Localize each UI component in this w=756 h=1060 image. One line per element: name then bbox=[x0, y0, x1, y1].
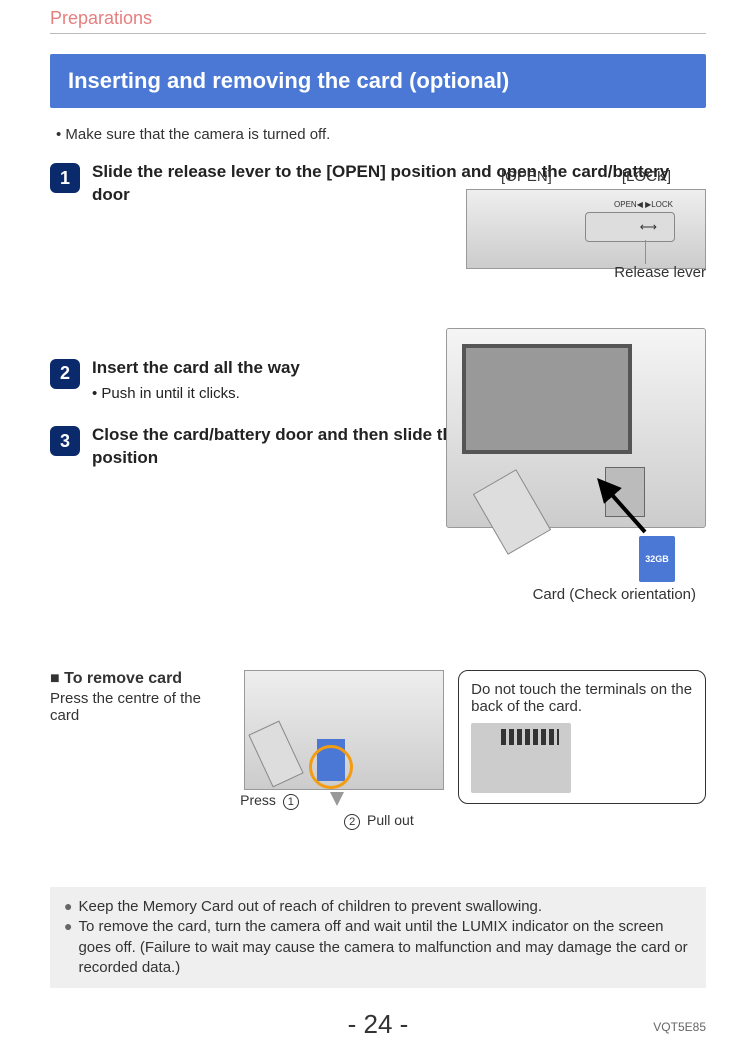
pull-label: 2 Pull out bbox=[344, 812, 414, 830]
battery-door bbox=[473, 469, 551, 555]
highlight-circle-icon bbox=[309, 745, 353, 789]
figure-2-camera: 32GB bbox=[446, 328, 706, 528]
card-caption: Card (Check orientation) bbox=[533, 586, 696, 603]
terminal-note-box: Do not touch the terminals on the back o… bbox=[458, 670, 706, 804]
remove-body: Press the centre of the card bbox=[50, 690, 230, 724]
card-slot bbox=[605, 467, 645, 517]
document-code: VQT5E85 bbox=[653, 1020, 706, 1034]
pull-text: Pull out bbox=[367, 812, 414, 828]
figure-3-wrap: Press 1 2 Pull out bbox=[244, 670, 444, 790]
open-label: [OPEN] bbox=[501, 168, 552, 185]
card-back-illustration bbox=[471, 723, 571, 793]
card-terminals-icon bbox=[501, 729, 559, 745]
pull-number-icon: 2 bbox=[344, 814, 360, 830]
switch-arrow-icon: ⟷ bbox=[640, 220, 657, 234]
press-label: Press 1 bbox=[240, 792, 299, 810]
lock-label: [LOCK] bbox=[622, 168, 671, 185]
remove-heading: To remove card bbox=[50, 670, 230, 688]
press-number-icon: 1 bbox=[283, 794, 299, 810]
bullet-icon: ● bbox=[64, 897, 72, 917]
remove-card-section: To remove card Press the centre of the c… bbox=[50, 670, 706, 804]
intro-bullet: • Make sure that the camera is turned of… bbox=[56, 126, 706, 143]
caution-box: ● Keep the Memory Card out of reach of ch… bbox=[50, 887, 706, 988]
page-title: Inserting and removing the card (optiona… bbox=[50, 54, 706, 108]
camera-screen bbox=[462, 344, 632, 454]
fig3-door bbox=[248, 720, 303, 787]
sd-card-icon: 32GB bbox=[639, 536, 675, 582]
figure-1-camera: OPEN◀ ▶LOCK ⟷ bbox=[466, 189, 706, 269]
bullet-icon: ● bbox=[64, 917, 72, 978]
figure-1-wrap: [OPEN] [LOCK] OPEN◀ ▶LOCK ⟷ Release leve… bbox=[466, 168, 706, 269]
caution-2: To remove the card, turn the camera off … bbox=[78, 917, 692, 978]
header-rule bbox=[50, 33, 706, 34]
step-1-icon: 1 bbox=[50, 163, 80, 193]
terminal-note-text: Do not touch the terminals on the back o… bbox=[471, 681, 693, 715]
switch-label: OPEN◀ ▶LOCK bbox=[614, 200, 673, 209]
pull-arrow-icon bbox=[330, 792, 344, 806]
page-number: - 24 - bbox=[0, 1009, 756, 1040]
section-header: Preparations bbox=[50, 0, 706, 33]
press-text: Press bbox=[240, 792, 276, 808]
release-slot bbox=[585, 212, 675, 242]
caution-1: Keep the Memory Card out of reach of chi… bbox=[78, 897, 542, 917]
release-lever-label: Release lever bbox=[614, 264, 706, 281]
figure-3-camera bbox=[244, 670, 444, 790]
step-3-icon: 3 bbox=[50, 426, 80, 456]
release-leader-line bbox=[645, 240, 646, 264]
step-2-icon: 2 bbox=[50, 359, 80, 389]
step-2-title: Insert the card all the way bbox=[92, 358, 300, 377]
